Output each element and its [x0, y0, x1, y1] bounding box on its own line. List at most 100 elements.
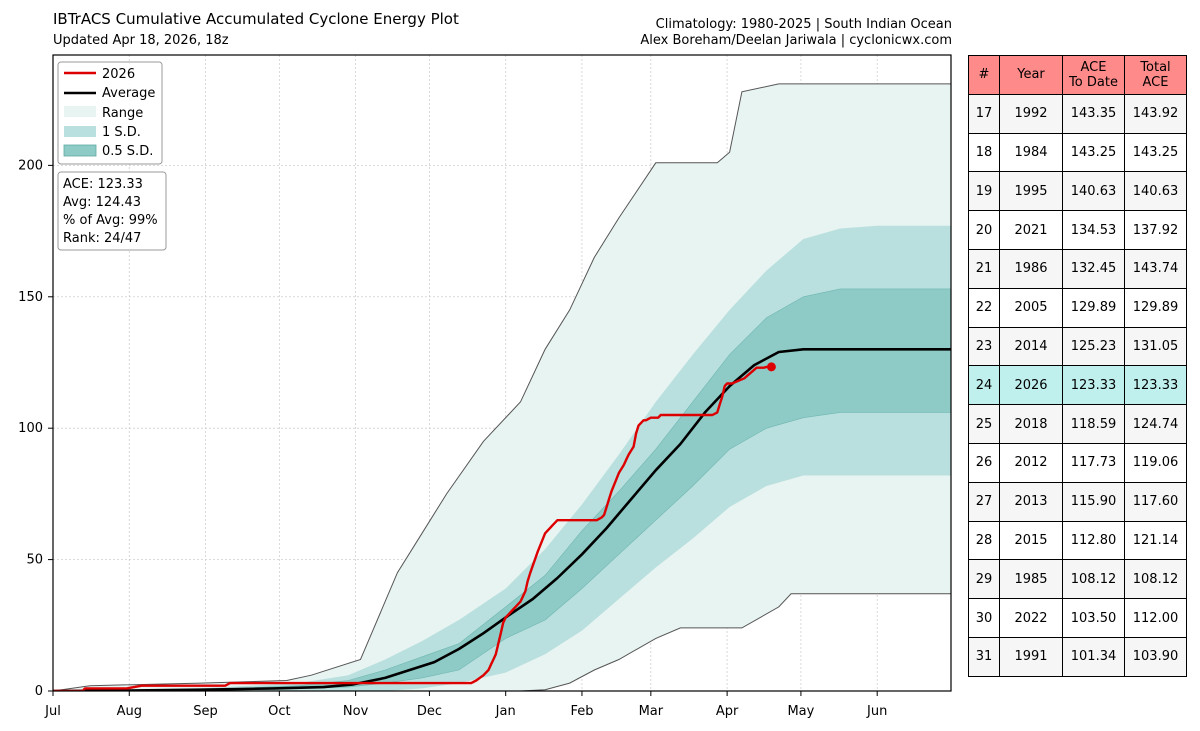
table-row: 31 1991 101.34 103.90	[968, 636, 1187, 677]
legend-label-2026: 2026	[102, 67, 135, 82]
legend: 2026 Average Range 1 S.D. 0.5 S.D.	[57, 61, 163, 165]
cell-total-ace: 143.25	[1124, 132, 1187, 173]
stat-avg: Avg: 124.43	[63, 195, 141, 210]
cell-ace-to-date: 143.35	[1062, 93, 1125, 134]
cell-year: 2012	[999, 442, 1063, 483]
table-row: 22 2005 129.89 129.89	[968, 287, 1187, 328]
y-tick-label: 200	[18, 158, 43, 173]
cell-year: 2026	[999, 365, 1063, 406]
sd1-band	[53, 225, 951, 691]
cell-year: 1992	[999, 93, 1063, 134]
cell-total-ace: 117.60	[1124, 481, 1187, 522]
cell-total-ace: 103.90	[1124, 636, 1187, 677]
cell-total-ace: 140.63	[1124, 171, 1187, 212]
series-2026-line	[53, 365, 772, 691]
cell-ace-to-date: 140.63	[1062, 171, 1125, 212]
col-header-rank: #	[968, 55, 1000, 95]
cell-ace-to-date: 118.59	[1062, 404, 1125, 444]
cell-ace-to-date: 129.89	[1062, 287, 1125, 328]
y-tick-label: 50	[26, 553, 43, 568]
range-lower-edge	[53, 593, 951, 691]
x-tick-label: Nov	[343, 704, 369, 719]
cell-year: 1991	[999, 636, 1063, 677]
cell-total-ace: 124.74	[1124, 404, 1187, 444]
cell-rank: 27	[968, 481, 1000, 522]
table-header-row: # Year ACE To Date Total ACE	[968, 55, 1187, 95]
cell-year: 2005	[999, 287, 1063, 328]
col-header-total-ace: Total ACE	[1124, 55, 1187, 95]
stat-rank: Rank: 24/47	[63, 231, 141, 246]
table-row: 24 2026 123.33 123.33	[968, 365, 1187, 406]
cell-total-ace: 112.00	[1124, 598, 1187, 638]
x-tick-label: Dec	[417, 704, 442, 719]
cell-total-ace: 129.89	[1124, 287, 1187, 328]
x-tick-label: May	[787, 704, 814, 719]
stat-ace: ACE: 123.33	[63, 177, 143, 192]
cell-year: 2014	[999, 326, 1063, 367]
cell-total-ace: 121.14	[1124, 520, 1187, 561]
table-row: 18 1984 143.25 143.25	[968, 132, 1187, 173]
table-row: 27 2013 115.90 117.60	[968, 481, 1187, 522]
y-tick-label: 100	[18, 421, 43, 436]
cell-year: 1995	[999, 171, 1063, 212]
chart-title: IBTrACS Cumulative Accumulated Cyclone E…	[53, 10, 459, 28]
x-tick-label: Mar	[639, 704, 664, 719]
rank-table: # Year ACE To Date Total ACE 17 1992 143.3…	[968, 55, 1187, 677]
credits-label: Alex Boreham/Deelan Jariwala | cyclonicw…	[640, 33, 952, 48]
range-band	[53, 83, 951, 691]
axes: Jul Aug Sep Oct Nov Dec Jan Feb Mar Apr May Jun 0 50 1…	[18, 158, 887, 719]
cell-rank: 19	[968, 171, 1000, 212]
table-row: 20 2021 134.53 137.92	[968, 210, 1187, 250]
cell-year: 2021	[999, 210, 1063, 250]
cell-total-ace: 137.92	[1124, 210, 1187, 250]
x-tick-label: Aug	[117, 704, 142, 719]
legend-label-average: Average	[102, 86, 155, 101]
cell-rank: 21	[968, 248, 1000, 289]
cell-year: 2013	[999, 481, 1063, 522]
x-tick-label: Jan	[495, 704, 516, 719]
bands	[53, 83, 951, 691]
plot-frame	[52, 54, 952, 692]
cell-rank: 17	[968, 93, 1000, 134]
x-tick-label: Apr	[716, 704, 739, 719]
table-row: 17 1992 143.35 143.92	[968, 93, 1187, 134]
x-tick-label: Feb	[570, 704, 593, 719]
table-row: 21 1986 132.45 143.74	[968, 248, 1187, 289]
col-header-year: Year	[999, 55, 1063, 95]
cell-rank: 31	[968, 636, 1000, 677]
cell-year: 2018	[999, 404, 1063, 444]
table-body: 17 1992 143.35 143.92 18 1984 143.25 143.25 19 19…	[968, 93, 1187, 677]
legend-swatch-05sd	[63, 144, 97, 157]
cell-total-ace: 119.06	[1124, 442, 1187, 483]
x-tick-label: Sep	[193, 704, 218, 719]
climatology-label: Climatology: 1980-2025 | South Indian Oc…	[655, 17, 952, 32]
table-row: 29 1985 108.12 108.12	[968, 559, 1187, 600]
table-row: 23 2014 125.23 131.05	[968, 326, 1187, 367]
cell-rank: 24	[968, 365, 1000, 406]
series-2026-endpoint	[766, 362, 776, 372]
ace-chart: Jul Aug Sep Oct Nov Dec Jan Feb Mar Apr May Jun 0 50 1…	[18, 54, 952, 719]
cell-ace-to-date: 108.12	[1062, 559, 1125, 600]
cell-rank: 28	[968, 520, 1000, 561]
cell-year: 2015	[999, 520, 1063, 561]
stat-pct: % of Avg: 99%	[63, 213, 158, 228]
range-upper-edge	[53, 83, 951, 691]
table-row: 26 2012 117.73 119.06	[968, 442, 1187, 483]
cell-rank: 23	[968, 326, 1000, 367]
col-header-ace-to-date: ACE To Date	[1062, 55, 1125, 95]
cell-year: 1986	[999, 248, 1063, 289]
legend-label-05sd: 0.5 S.D.	[102, 144, 153, 159]
legend-label-range: Range	[102, 106, 143, 121]
lines	[53, 348, 951, 691]
y-tick-label: 0	[35, 684, 43, 699]
cell-rank: 18	[968, 132, 1000, 173]
cell-ace-to-date: 123.33	[1062, 365, 1125, 406]
y-tick-label: 150	[18, 290, 43, 305]
cell-ace-to-date: 112.80	[1062, 520, 1125, 561]
cell-total-ace: 123.33	[1124, 365, 1187, 406]
cell-rank: 20	[968, 210, 1000, 250]
table-row: 28 2015 112.80 121.14	[968, 520, 1187, 561]
cell-ace-to-date: 117.73	[1062, 442, 1125, 483]
x-tick-label: Jun	[866, 704, 887, 719]
cell-ace-to-date: 101.34	[1062, 636, 1125, 677]
